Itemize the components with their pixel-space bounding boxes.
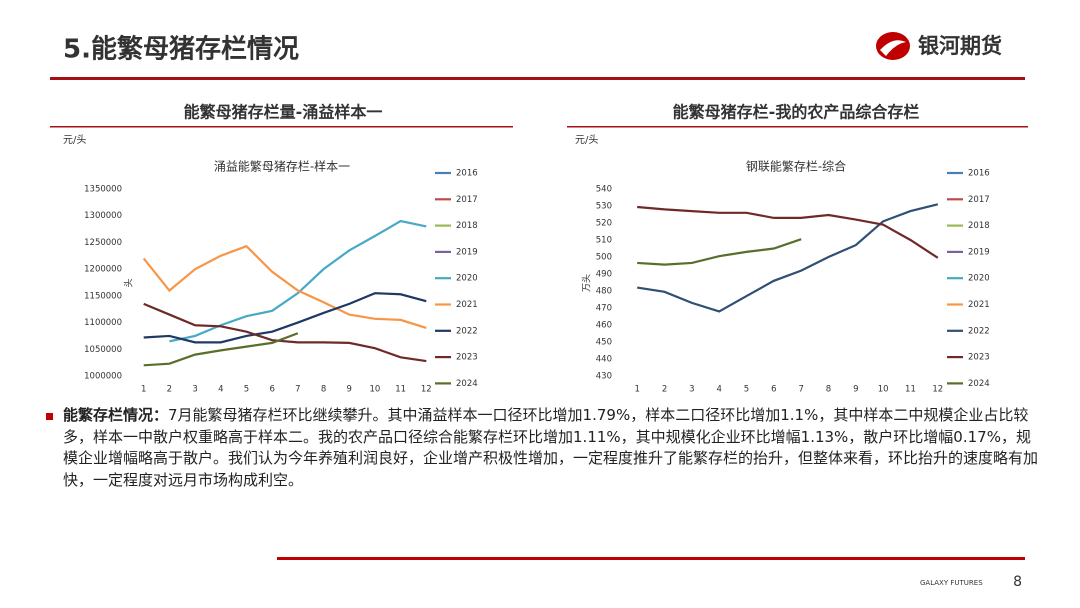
x-tick-label: 9 [853,385,858,395]
series-line [637,205,939,259]
y-tick-label: 1200000 [84,265,122,275]
y-tick-label: 1300000 [84,211,122,221]
legend-label: 2019 [968,247,990,257]
legend-label: 2018 [968,221,990,231]
heading-rule [567,126,1028,128]
x-tick-label: 12 [421,385,432,395]
x-tick-label: 2 [662,385,667,395]
legend-label: 2017 [968,195,990,205]
logo-swoosh [880,40,906,56]
y-axis-label: 头 [124,278,135,287]
chart-heading: 能繁母猪存栏量-涌益样本一 [184,103,383,122]
series-line [169,219,427,343]
y-tick-label: 510 [596,236,612,246]
y-tick-label: 540 [596,185,612,195]
logo-text: 银河期货 [918,34,1002,58]
y-tick-label: 500 [596,253,612,263]
x-tick-label: 10 [369,385,380,395]
x-tick-label: 7 [798,385,803,395]
y-tick-label: 520 [596,219,612,229]
x-tick-label: 2 [167,385,172,395]
y-tick-label: 480 [596,287,612,297]
y-tick-label: 1000000 [84,372,122,382]
series-line [143,302,427,363]
series-line [142,244,427,329]
legend-label: 2023 [456,353,478,363]
header-rule [50,77,1025,80]
y-tick-label: 1100000 [84,318,122,328]
y-tick-label: 1050000 [84,345,122,355]
series-line [143,332,299,367]
legend-label: 2018 [456,221,478,231]
x-tick-label: 4 [716,385,721,395]
y-tick-label: 490 [596,270,612,280]
footer-rule [277,557,1025,560]
x-tick-label: 8 [826,385,831,395]
x-tick-label: 9 [347,385,352,395]
heading-rule [50,126,513,128]
x-tick-label: 7 [295,385,300,395]
y-tick-label: 1150000 [84,291,122,301]
page-number: 8 [1013,574,1022,590]
y-tick-label: 530 [596,202,612,212]
series-line [637,203,939,313]
chart-title: 涌益能繁母猪存栏-样本一 [214,159,350,174]
legend-label: 2023 [968,353,990,363]
x-tick-label: 8 [321,385,326,395]
series-line [143,292,427,344]
legend-label: 2021 [968,300,990,310]
x-tick-label: 6 [771,385,776,395]
y-tick-label: 1350000 [84,185,122,195]
chart-heading: 能繁母猪存栏-我的农产品综合存栏 [673,103,920,122]
bullet [46,413,53,420]
y-tick-label: 430 [596,372,612,382]
legend-label: 2024 [968,379,990,389]
legend-label: 2016 [456,169,478,179]
legend-label: 2020 [456,274,478,284]
footer-brand: GALAXY FUTURES [920,579,983,587]
x-tick-label: 6 [269,385,274,395]
x-tick-label: 5 [744,385,749,395]
legend-label: 2024 [456,379,478,389]
x-tick-label: 1 [634,385,639,395]
body-text: 能繁存栏情况：7月能繁母猪存栏环比继续攀升。其中涌益样本一口径环比增加1.79%… [63,405,1038,491]
y-tick-label: 460 [596,321,612,331]
x-tick-label: 10 [878,385,889,395]
y-tick-label: 440 [596,355,612,365]
body-content: 7月能繁母猪存栏环比继续攀升。其中涌益样本一口径环比增加1.79%，样本二口径环… [63,406,1039,489]
x-tick-label: 5 [244,385,249,395]
x-tick-label: 4 [218,385,223,395]
legend-label: 2022 [968,326,990,336]
y-tick-label: 470 [596,304,612,314]
unit-label: 元/头 [63,134,86,146]
x-tick-label: 3 [192,385,197,395]
legend-label: 2019 [456,247,478,257]
series-line [637,238,802,266]
x-tick-label: 11 [905,385,916,395]
x-tick-label: 11 [395,385,406,395]
page-title: 5.能繁母猪存栏情况 [63,34,299,65]
x-tick-label: 1 [141,385,146,395]
legend-label: 2017 [456,195,478,205]
x-tick-label: 12 [932,385,943,395]
unit-label: 元/头 [575,134,598,146]
legend-label: 2022 [456,326,478,336]
legend-label: 2016 [968,169,990,179]
chart-title: 钢联能繁存栏-综合 [746,159,846,174]
body-lead: 能繁存栏情况： [63,406,169,424]
legend-label: 2020 [968,274,990,284]
legend-label: 2021 [456,300,478,310]
y-tick-label: 450 [596,338,612,348]
x-tick-label: 3 [689,385,694,395]
y-tick-label: 1250000 [84,238,122,248]
y-axis-label: 万头 [582,274,593,292]
